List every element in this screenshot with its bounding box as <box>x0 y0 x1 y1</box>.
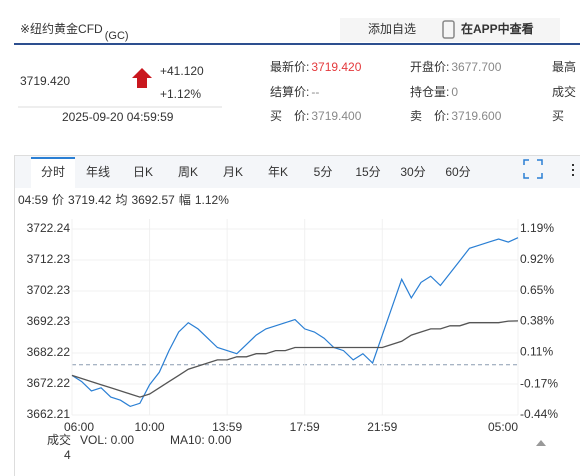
volume-label: 成交 <box>47 432 71 447</box>
y2-tick-label: -0.17% <box>520 376 558 390</box>
active-tab-bg <box>31 158 75 188</box>
info-line: 04:59 价 3719.42 均 3692.57 幅 1.12% <box>18 192 229 207</box>
info-avg: 3692.57 <box>131 193 175 207</box>
chart-tab[interactable]: 分时 <box>41 165 65 179</box>
field-label: 成交 <box>552 84 576 99</box>
info-amp: 1.12% <box>195 193 229 207</box>
fullscreen-icon[interactable] <box>523 159 543 179</box>
chart-tab[interactable]: 年线 <box>86 165 110 179</box>
field-value: 3719.400 <box>311 109 361 123</box>
chart-tab[interactable]: 15分 <box>355 165 380 179</box>
info-time: 04:59 <box>18 193 48 207</box>
info-avg-label: 均 <box>115 193 127 207</box>
x-tick-label: 13:59 <box>212 420 242 434</box>
info-price: 3719.42 <box>68 193 112 207</box>
field-value: 0 <box>451 85 458 99</box>
series-line <box>71 320 519 398</box>
add-watchlist[interactable]: 添加自选 <box>368 22 416 36</box>
field-label: 卖 价: <box>410 109 449 123</box>
chart-panel <box>14 155 580 476</box>
x-tick-label: 05:00 <box>488 420 518 434</box>
field-value: 3719.600 <box>451 109 501 123</box>
x-tick-label: 21:59 <box>367 420 397 434</box>
y-tick-label: 3702.23 <box>27 283 71 297</box>
up-arrow <box>132 68 152 88</box>
price-change-pct: +1.12% <box>160 87 201 101</box>
chart-tab[interactable]: 日K <box>133 165 153 179</box>
chart-tab[interactable]: 年K <box>268 165 288 179</box>
field-label: 买 价: <box>270 109 309 123</box>
page-title: ※纽约黄金CFD (GC) <box>20 21 129 42</box>
field: 买 <box>552 109 564 123</box>
chart-tab[interactable]: 月K <box>223 165 243 179</box>
collapse-icon[interactable] <box>536 440 546 446</box>
open-app[interactable]: 在APP中查看 <box>461 21 534 36</box>
y2-tick-label: 0.11% <box>520 344 553 358</box>
price-change: +41.120 <box>160 64 204 78</box>
y2-tick-label: 0.92% <box>520 252 554 266</box>
last-price: 3719.420 <box>20 74 70 88</box>
y2-tick-label: -0.44% <box>520 407 558 421</box>
chart-tab[interactable]: 60分 <box>445 165 470 179</box>
x-tick-label: 06:00 <box>64 420 94 434</box>
chart-tab[interactable]: 5分 <box>314 165 333 179</box>
field-value: 3719.420 <box>311 60 361 74</box>
field: 持仓量: 0 <box>410 84 458 99</box>
ma10-text: MA10: 0.00 <box>170 433 232 447</box>
info-amp-label: 幅 <box>179 192 191 207</box>
info-price-label: 价 <box>52 193 64 207</box>
y2-tick-label: 1.19% <box>520 221 554 235</box>
field: 成交 <box>552 84 576 99</box>
y2-tick-label: 0.38% <box>520 314 554 328</box>
y-tick-label: 3672.22 <box>27 376 71 390</box>
field-label: 最新价: <box>270 59 309 74</box>
field-label: 买 <box>552 109 564 123</box>
field: 最高 <box>552 59 576 74</box>
y-tick-label: 3712.23 <box>27 252 71 266</box>
field-label: 最高 <box>552 59 576 74</box>
vol-text: VOL: 0.00 <box>80 433 134 447</box>
field: 结算价: -- <box>270 84 319 99</box>
x-tick-label: 17:59 <box>290 420 320 434</box>
y-tick-label: 3722.24 <box>27 221 71 235</box>
field: 最新价: 3719.420 <box>270 59 362 74</box>
chart-tab[interactable]: 30分 <box>400 165 425 179</box>
chart-tab[interactable]: 周K <box>178 165 198 179</box>
field-label: 持仓量: <box>410 84 449 99</box>
quote-time: 2025-09-20 04:59:59 <box>62 110 174 124</box>
tab-bar <box>15 156 580 188</box>
x-tick-label: 10:00 <box>135 420 165 434</box>
field-value: 3677.700 <box>451 60 501 74</box>
volume-value: 4 <box>64 448 71 462</box>
field-value: -- <box>311 85 319 99</box>
field-label: 开盘价: <box>410 59 449 74</box>
field-label: 结算价: <box>270 84 309 99</box>
y-tick-label: 3692.23 <box>27 314 71 328</box>
y2-tick-label: 0.65% <box>520 283 554 297</box>
y-tick-label: 3682.22 <box>27 345 71 359</box>
ticker-code: (GC) <box>105 30 129 42</box>
field: 卖 价: 3719.600 <box>410 109 502 123</box>
phone-icon <box>442 20 455 39</box>
y-tick-label: 3662.21 <box>27 407 71 421</box>
field: 买 价: 3719.400 <box>270 109 362 123</box>
field: 开盘价: 3677.700 <box>410 59 502 74</box>
series-line <box>71 237 519 408</box>
